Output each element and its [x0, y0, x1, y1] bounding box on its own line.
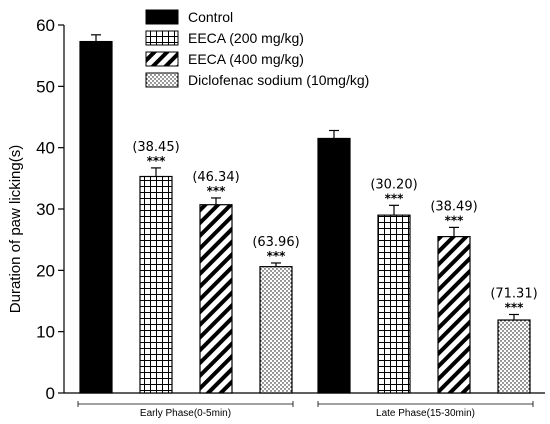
- y-axis-label: Duration of paw licking(s): [7, 145, 24, 313]
- bar-solid-2: [317, 137, 351, 394]
- bar-grid-2: [377, 214, 411, 394]
- legend-label: EECA (400 mg/kg): [188, 51, 304, 67]
- y-tick-label: 10: [36, 323, 55, 342]
- y-tick-label: 50: [36, 77, 55, 96]
- inhibition-percent-label: (30.20): [370, 177, 417, 192]
- significance-label: ***: [445, 213, 465, 227]
- inhibition-percent-label: (38.45): [132, 140, 179, 155]
- bars-group: [79, 34, 531, 394]
- bar-diagonal-1: [199, 204, 233, 394]
- legend-swatch-dots: [145, 72, 179, 88]
- legend-swatch-grid: [145, 30, 179, 46]
- category-label: Late Phase(15-30min): [376, 408, 475, 419]
- y-tick-label: 30: [36, 200, 55, 219]
- legend-label: EECA (200 mg/kg): [188, 30, 304, 46]
- significance-label: ***: [147, 154, 167, 168]
- annotations-group: ***(38.45)***(30.20)***(46.34)***(38.49)…: [132, 140, 537, 315]
- legend-label: Control: [188, 9, 233, 25]
- significance-label: ***: [267, 249, 287, 263]
- legend-swatch-solid: [145, 9, 179, 25]
- significance-label: ***: [385, 191, 405, 205]
- y-tick-label: 40: [36, 139, 55, 158]
- significance-label: ***: [505, 300, 525, 314]
- significance-label: ***: [207, 184, 227, 198]
- y-tick-label: 20: [36, 261, 55, 280]
- legend: Control EECA (200 mg/kg) EECA (400 mg/kg) D…: [145, 9, 369, 88]
- bar-grid-1: [139, 175, 173, 394]
- bar-solid-1: [79, 40, 113, 394]
- legend-label: Diclofenac sodium (10mg/kg): [188, 72, 369, 88]
- legend-swatch-diagonal: [145, 51, 179, 67]
- category-label: Early Phase(0-5min): [140, 408, 231, 419]
- y-tick-label: 0: [46, 384, 55, 403]
- inhibition-percent-label: (38.49): [430, 199, 477, 214]
- inhibition-percent-label: (71.31): [490, 286, 537, 301]
- bar-dots-1: [259, 266, 293, 394]
- inhibition-percent-label: (46.34): [192, 170, 239, 185]
- y-tick-label: 60: [36, 16, 55, 35]
- bar-diagonal-2: [437, 236, 471, 394]
- category-groups: Early Phase(0-5min) Late Phase(15-30min): [77, 401, 534, 419]
- bar-dots-2: [497, 319, 531, 394]
- inhibition-percent-label: (63.96): [252, 235, 299, 250]
